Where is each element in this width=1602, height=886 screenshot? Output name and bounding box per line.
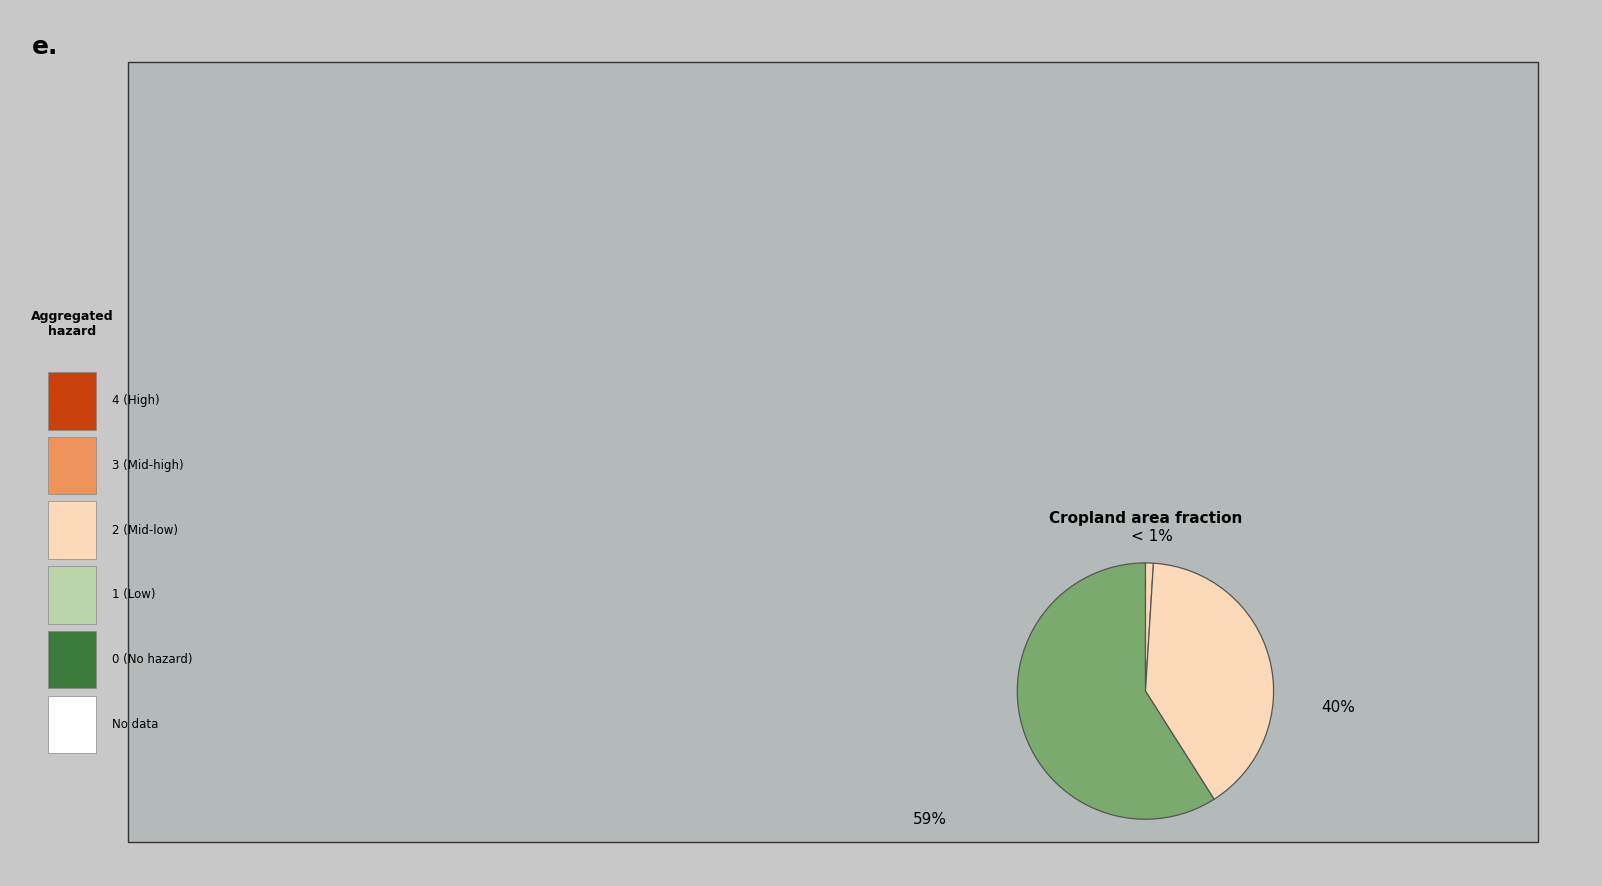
Text: 3 (Mid-high): 3 (Mid-high): [112, 459, 184, 472]
FancyBboxPatch shape: [48, 566, 96, 624]
Text: 40%: 40%: [1322, 700, 1355, 715]
Text: 1 (Low): 1 (Low): [112, 588, 155, 602]
Text: No data: No data: [112, 718, 159, 731]
Wedge shape: [1145, 563, 1274, 799]
Wedge shape: [1017, 563, 1214, 820]
FancyBboxPatch shape: [48, 696, 96, 753]
Text: < 1%: < 1%: [1131, 529, 1173, 544]
FancyBboxPatch shape: [48, 372, 96, 430]
Wedge shape: [1145, 563, 1153, 691]
Text: 4 (High): 4 (High): [112, 394, 160, 408]
Title: Cropland area fraction: Cropland area fraction: [1049, 510, 1242, 525]
FancyBboxPatch shape: [48, 437, 96, 494]
FancyBboxPatch shape: [128, 62, 1538, 842]
Text: 0 (No hazard): 0 (No hazard): [112, 653, 192, 666]
Text: e.: e.: [32, 35, 58, 59]
Text: 59%: 59%: [913, 812, 947, 827]
Text: Aggregated
hazard: Aggregated hazard: [30, 310, 114, 338]
FancyBboxPatch shape: [48, 501, 96, 559]
Text: 2 (Mid-low): 2 (Mid-low): [112, 524, 178, 537]
FancyBboxPatch shape: [48, 631, 96, 688]
